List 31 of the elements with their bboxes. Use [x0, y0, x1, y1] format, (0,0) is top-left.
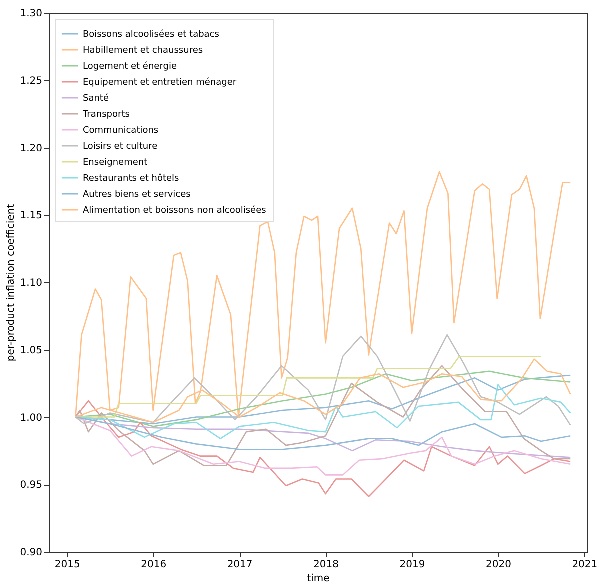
y-tick-label: 0.95 — [20, 480, 42, 492]
legend-label: Logement et énergie — [83, 61, 178, 72]
y-tick-label: 1.05 — [20, 345, 42, 356]
y-tick-label: 1.00 — [20, 412, 42, 424]
x-tick-label: 2015 — [54, 560, 80, 570]
y-tick-label: 0.90 — [20, 548, 42, 558]
y-tick-label: 1.30 — [20, 8, 42, 20]
line-series — [75, 365, 572, 466]
legend-label: Enseignement — [83, 158, 148, 168]
legend-label: Autres biens et services — [83, 190, 192, 200]
y-tick-label: 1.25 — [20, 76, 42, 87]
x-tick-label: 2017 — [227, 560, 253, 570]
legend-label: Restaurants et hôtels — [83, 173, 180, 184]
x-tick-label: 2019 — [400, 560, 426, 570]
y-tick-label: 1.10 — [20, 278, 42, 289]
legend-label: Loisirs et culture — [83, 142, 158, 152]
x-tick-label: 2018 — [314, 560, 339, 570]
x-axis-title: time — [307, 574, 330, 584]
legend-label: Transports — [82, 110, 130, 120]
y-axis-title: per-product inflation coefficient — [6, 204, 18, 362]
x-tick-label: 2020 — [486, 560, 512, 570]
y-tick-label: 1.15 — [20, 210, 42, 222]
legend-label: Santé — [83, 93, 110, 104]
x-tick-label: 2016 — [141, 560, 167, 570]
legend-label: Alimentation et boissons non alcoolisées — [83, 205, 267, 216]
y-tick-label: 1.20 — [20, 143, 42, 154]
legend-label: Equipement et entretien ménager — [83, 77, 237, 88]
legend-label: Habillement et chaussures — [83, 46, 204, 56]
x-tick-label: 2021 — [572, 560, 598, 570]
legend-label: Communications — [83, 126, 159, 136]
legend-label: Boissons alcoolisées et tabacs — [83, 29, 220, 40]
